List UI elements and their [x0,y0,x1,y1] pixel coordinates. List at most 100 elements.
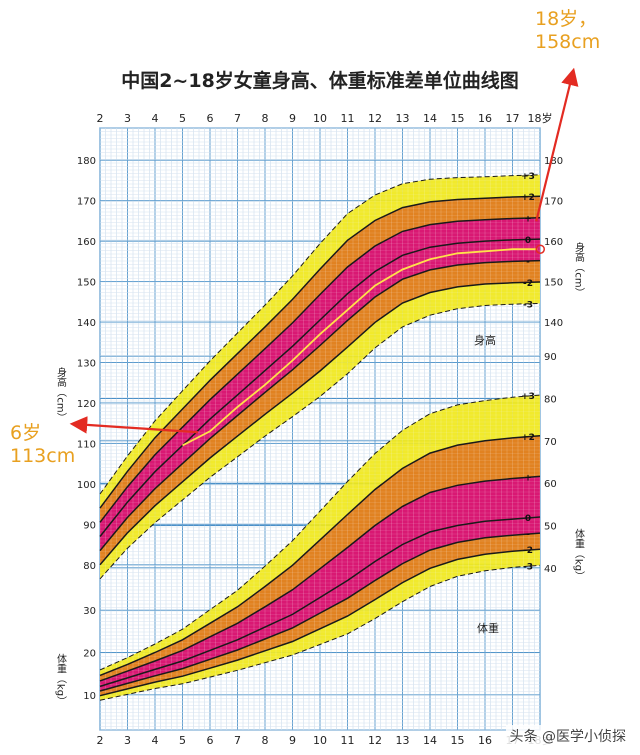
height-sd-label: 0 [525,236,531,246]
x-tick-bottom: 8 [262,734,269,747]
height-tick-left: 110 [77,439,96,450]
height-curve-sd2 [99,195,541,509]
weight-curve-sd0 [99,516,541,688]
height-sd-label: -3 [523,300,533,310]
x-tick-bottom: 12 [368,734,382,747]
weight-sd-label: 0 [525,514,531,524]
weight-sd-label: + [524,473,532,483]
annotation-18yr: 18岁， 158cm [535,8,600,54]
height-sd-label: +3 [521,172,535,182]
child-height-line [182,248,538,447]
weight-tick-left: 30 [83,606,96,617]
arrow-6yr [69,416,199,434]
x-tick-bottom: 15 [451,734,465,747]
height-tick-left: 80 [83,561,96,572]
height-band-middle [100,196,540,565]
x-tick-top: 2 [97,112,104,125]
height-curve-sd-1 [99,259,541,552]
annotation-18yr-height: 158cm [535,31,601,53]
x-tick-bottom: 10 [313,734,327,747]
weight-curve-sd3 [99,394,541,671]
annotation-6yr-height: 113cm [10,445,76,467]
height-tick-left: 130 [77,359,96,370]
weight-curve-sd-2 [99,548,541,697]
weight-curve-sd2 [99,435,541,677]
x-tick-top: 11 [341,112,355,125]
x-tick-bottom: 9 [289,734,296,747]
x-tick-top: 9 [289,112,296,125]
height-tick-left: 90 [83,520,96,531]
weight-tick-right: 50 [544,522,557,533]
x-tick-top: 5 [179,112,186,125]
weight-curve-sd-1 [99,532,541,692]
height-sd-label: + [524,215,532,225]
x-tick-top: 16 [478,112,492,125]
x-tick-top: 10 [313,112,327,125]
x-tick-top: 7 [234,112,241,125]
height-tick-left: 170 [77,197,96,208]
weight-curve-sd1 [99,475,541,682]
height-tick-left: 100 [77,480,96,491]
chart-title: 中国2~18岁女童身高、体重标准差单位曲线图 [121,70,519,92]
x-tick-bottom: 14 [423,734,437,747]
arrow-18yr [535,67,579,222]
weight-sd-label: - [526,530,530,540]
x-tick-bottom: 4 [152,734,159,747]
height-sd-label: -2 [523,279,533,289]
height-tick-right: 140 [544,318,563,329]
annotation-18yr-age: 18岁， [535,8,598,30]
weight-sd-label: -2 [523,546,533,556]
height-section-label: 身高 [474,333,496,347]
weight-sd-label: -3 [523,562,533,572]
height-axis-label-left: 身高（cm） [55,366,67,422]
x-tick-top: 6 [207,112,214,125]
height-tick-left: 120 [77,399,96,410]
x-tick-bottom: 3 [124,734,131,747]
weight-curve-sd-3 [99,564,541,701]
x-tick-top: 13 [396,112,410,125]
height-curve-sd0 [99,238,541,537]
x-tick-top: 14 [423,112,437,125]
height-tick-left: 150 [77,278,96,289]
height-axis-label-right: 身高（cm） [573,241,585,297]
annotation-6yr-age: 6岁 [10,422,42,444]
height-tick-right: 180 [544,156,563,167]
annotation-6yr: 6岁 113cm [10,422,75,468]
x-tick-bottom: 7 [234,734,241,747]
height-curve-sd1 [99,216,541,523]
x-tick-top: 18岁 [528,111,553,125]
x-tick-bottom: 5 [179,734,186,747]
x-tick-bottom: 11 [341,734,355,747]
target-circle-18yr [535,244,545,254]
weight-axis-label-right: 体重（kg） [573,529,585,581]
weight-sd-label: +2 [521,433,535,443]
height-tick-right: 150 [544,278,563,289]
x-tick-top: 3 [124,112,131,125]
weight-section-label: 体重 [477,621,499,635]
height-sd-label: - [526,258,530,268]
x-tick-bottom: 6 [207,734,214,747]
x-tick-top: 12 [368,112,382,125]
weight-tick-left: 10 [83,691,96,702]
weight-tick-right: 40 [544,564,557,575]
weight-tick-right: 90 [544,352,557,363]
x-tick-bottom: 16 [478,734,492,747]
height-tick-left: 140 [77,318,96,329]
x-tick-top: 4 [152,112,159,125]
height-tick-left: 180 [77,156,96,167]
weight-tick-right: 70 [544,437,557,448]
x-tick-bottom: 13 [396,734,410,747]
height-curve-sd-2 [99,281,541,566]
watermark: 头条 @医学小侦探 [505,725,630,747]
x-tick-top: 17 [506,112,520,125]
weight-tick-right: 60 [544,479,557,490]
height-tick-right: 160 [544,237,563,248]
x-tick-bottom: 2 [97,734,104,747]
x-tick-top: 15 [451,112,465,125]
height-sd-label: +2 [521,193,535,203]
weight-tick-left: 20 [83,649,96,660]
weight-axis-label-left: 体重（kg） [55,654,67,706]
weight-sd-label: +3 [521,392,535,402]
height-tick-right: 170 [544,197,563,208]
